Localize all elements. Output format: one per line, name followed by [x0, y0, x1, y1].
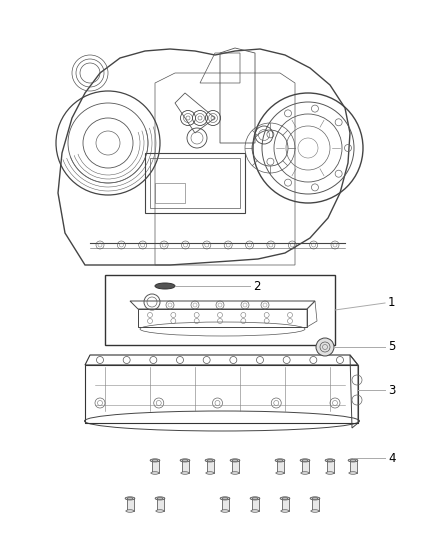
Ellipse shape	[327, 459, 333, 462]
Ellipse shape	[155, 283, 175, 289]
Ellipse shape	[311, 510, 319, 512]
Bar	[181, 461, 188, 473]
Ellipse shape	[155, 497, 165, 500]
Ellipse shape	[350, 459, 356, 462]
Ellipse shape	[156, 510, 164, 512]
Ellipse shape	[300, 459, 310, 462]
Bar	[155, 183, 185, 203]
Bar	[232, 461, 239, 473]
Ellipse shape	[275, 459, 285, 462]
Ellipse shape	[230, 459, 240, 462]
Ellipse shape	[277, 459, 283, 462]
Ellipse shape	[282, 497, 288, 499]
Ellipse shape	[182, 459, 188, 462]
Ellipse shape	[302, 459, 308, 462]
Ellipse shape	[125, 497, 135, 500]
Bar	[105, 275, 335, 345]
Bar	[152, 461, 159, 473]
Ellipse shape	[152, 459, 158, 462]
Ellipse shape	[250, 497, 260, 500]
Circle shape	[316, 338, 334, 356]
Text: 4: 4	[388, 451, 396, 464]
Ellipse shape	[232, 459, 238, 462]
Ellipse shape	[150, 459, 160, 462]
Ellipse shape	[276, 472, 284, 474]
Bar	[145, 153, 245, 213]
Ellipse shape	[127, 497, 133, 499]
Ellipse shape	[181, 472, 189, 474]
Bar	[326, 461, 333, 473]
Ellipse shape	[221, 510, 229, 512]
Ellipse shape	[231, 472, 239, 474]
Bar	[251, 498, 258, 511]
Ellipse shape	[280, 497, 290, 500]
Bar	[206, 461, 213, 473]
Bar	[150, 158, 240, 208]
Bar	[311, 498, 318, 511]
Ellipse shape	[151, 472, 159, 474]
Ellipse shape	[252, 497, 258, 499]
Ellipse shape	[220, 497, 230, 500]
Ellipse shape	[349, 472, 357, 474]
Bar	[222, 498, 229, 511]
Bar	[350, 461, 357, 473]
Ellipse shape	[205, 459, 215, 462]
Text: 5: 5	[388, 341, 396, 353]
Bar	[127, 498, 134, 511]
Text: 1: 1	[388, 296, 396, 310]
Ellipse shape	[222, 497, 228, 499]
Ellipse shape	[310, 497, 320, 500]
Ellipse shape	[312, 497, 318, 499]
Ellipse shape	[348, 459, 358, 462]
Bar	[276, 461, 283, 473]
Ellipse shape	[157, 497, 163, 499]
Text: 2: 2	[253, 279, 261, 293]
Ellipse shape	[326, 472, 334, 474]
Ellipse shape	[325, 459, 335, 462]
Bar	[282, 498, 289, 511]
Ellipse shape	[206, 472, 214, 474]
Ellipse shape	[251, 510, 259, 512]
Ellipse shape	[301, 472, 309, 474]
Ellipse shape	[281, 510, 289, 512]
Bar	[156, 498, 163, 511]
Bar	[301, 461, 308, 473]
Ellipse shape	[126, 510, 134, 512]
Ellipse shape	[180, 459, 190, 462]
Text: 3: 3	[388, 384, 396, 397]
Ellipse shape	[207, 459, 213, 462]
